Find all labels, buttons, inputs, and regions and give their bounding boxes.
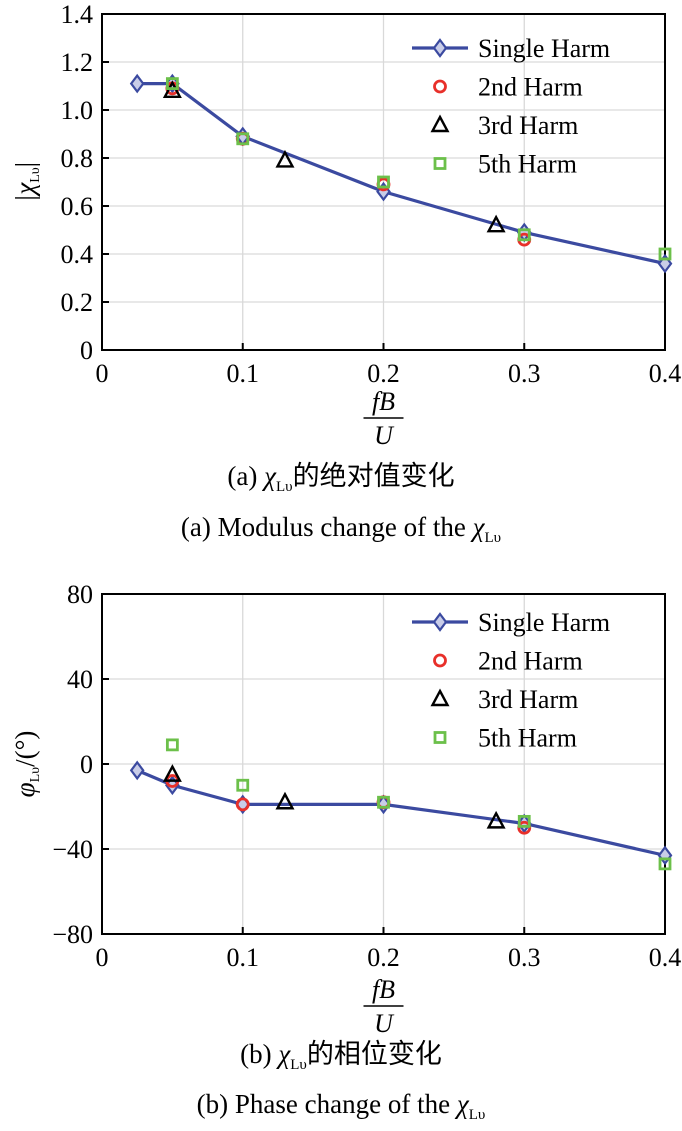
legend-label: 2nd Harm (478, 73, 583, 102)
y-tick-label: 1.2 (61, 48, 94, 77)
legend-item: 2nd Harm (433, 73, 583, 102)
legend-marker (433, 79, 447, 94)
legend-item: Single Harm (412, 608, 610, 637)
series-3rd-harm (162, 80, 506, 233)
data-point (129, 760, 145, 781)
series-line (136, 768, 666, 857)
legend-label: Single Harm (478, 34, 610, 63)
legend-label: Single Harm (478, 608, 610, 637)
x-tick-label: 0 (96, 943, 109, 972)
x-tick-label: 0.1 (227, 943, 260, 972)
legend-item: 5th Harm (433, 150, 577, 179)
x-label-denominator: U (374, 421, 395, 450)
data-point (165, 77, 179, 90)
y-tick-label: 0.2 (61, 288, 94, 317)
y-axis-label: |χLυ| (10, 162, 43, 202)
data-point (377, 175, 390, 189)
data-point (236, 132, 250, 146)
y-tick-label: 40 (67, 665, 93, 694)
legend-item: 3rd Harm (430, 111, 578, 140)
data-point (275, 791, 295, 810)
series-5th-harm (165, 77, 672, 261)
data-point (658, 247, 672, 261)
data-point (162, 764, 182, 782)
y-axis-label: φLυ/(°) (10, 731, 43, 798)
y-tick-label: −80 (52, 920, 93, 949)
chart-panel-a: 0 0.1 0.2 0.3 0.4 0 0.2 0.4 0.6 0.8 1.0 1.2 1.4 |χLυ|… (10, 0, 681, 546)
legend-item: 2nd Harm (433, 647, 583, 676)
x-tick-label: 0.2 (367, 359, 400, 388)
data-point (275, 149, 295, 168)
x-axis-label: fB U (363, 975, 404, 1038)
data-point (486, 810, 506, 829)
data-point (165, 738, 179, 752)
legend-marker (433, 731, 447, 744)
x-tick-label: 0.3 (508, 943, 541, 972)
legend-item: 3rd Harm (430, 685, 578, 714)
grid (101, 593, 666, 935)
x-axis-label: fB U (363, 387, 404, 450)
data-point (235, 797, 250, 812)
legend-item: 5th Harm (433, 724, 577, 753)
caption-chinese: (a) χLυ的绝对值变化 (227, 461, 454, 495)
x-tick-label: 0.1 (227, 359, 260, 388)
y-tick-label: 80 (67, 580, 93, 609)
x-tick-label: 0 (96, 359, 109, 388)
y-tick-label: 0.4 (61, 240, 94, 269)
legend-marker (432, 38, 448, 58)
legend-label: 2nd Harm (478, 647, 583, 676)
data-point (486, 214, 506, 233)
x-tick-label: 0.4 (649, 943, 682, 972)
legend-label: 5th Harm (478, 150, 577, 179)
x-tick-label: 0.4 (649, 359, 682, 388)
legend-label: 3rd Harm (478, 685, 578, 714)
data-point (377, 795, 390, 809)
data-point (129, 73, 145, 94)
x-tick-label: 0.3 (508, 359, 541, 388)
chart-panel-b: 0 0.1 0.2 0.3 0.4 −80 −40 0 40 80 φLυ/(°) fB U Single… (10, 580, 681, 1123)
caption-english: (b) Phase change of the χLυ (197, 1089, 486, 1123)
legend-marker (430, 688, 450, 707)
y-tick-label: 0.6 (61, 192, 94, 221)
y-tick-label: 0 (80, 750, 93, 779)
data-point (517, 228, 531, 242)
legend-marker (430, 114, 450, 133)
data-point (517, 814, 531, 828)
y-tick-label: 1.4 (61, 0, 94, 29)
data-point (658, 857, 672, 871)
data-point (236, 778, 250, 792)
x-label-denominator: U (374, 1009, 395, 1038)
series-5th-harm (165, 738, 672, 871)
y-tick-label: 0.8 (61, 144, 94, 173)
legend-marker (433, 157, 447, 170)
y-tick-label: 1.0 (61, 96, 94, 125)
caption-english: (a) Modulus change of the χLυ (181, 512, 501, 546)
y-tick-label: −40 (52, 835, 93, 864)
legend-label: 5th Harm (478, 724, 577, 753)
legend: Single Harm 2nd Harm 3rd Harm 5th Harm (412, 608, 610, 753)
legend-marker (432, 612, 448, 632)
x-label-numerator: fB (372, 387, 395, 416)
caption-chinese: (b) χLυ的相位变化 (240, 1039, 442, 1073)
x-tick-label: 0.2 (367, 943, 400, 972)
legend-marker (433, 653, 447, 668)
legend: Single Harm 2nd Harm 3rd Harm 5th Harm (412, 34, 610, 179)
x-label-numerator: fB (372, 975, 395, 1004)
series-3rd-harm (162, 764, 506, 829)
series-single-harm (129, 760, 673, 866)
y-tick-label: 0 (80, 336, 93, 365)
legend-label: 3rd Harm (478, 111, 578, 140)
series-single-harm (129, 73, 673, 274)
series-2nd-harm (165, 81, 532, 247)
legend-item: Single Harm (412, 34, 610, 63)
